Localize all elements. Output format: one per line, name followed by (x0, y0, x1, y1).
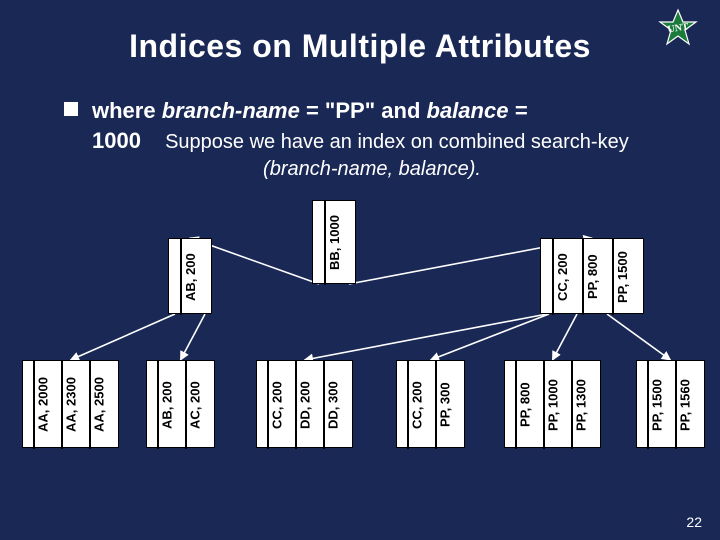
tree-key: PP, 800 (583, 239, 601, 315)
tree-key: PP, 1500 (613, 239, 631, 315)
bullet-line3: (branch-name, balance). (64, 156, 680, 183)
tree-key: PP, 1300 (572, 361, 589, 449)
tree-key: CC, 200 (408, 361, 425, 449)
tree-key: AA, 2000 (34, 361, 51, 449)
tree-node: AB, 200 AC, 200 (146, 360, 215, 448)
tree-key: PP, 1500 (648, 361, 665, 449)
tree-node: AA, 2000 AA, 2300 AA, 2500 (22, 360, 119, 448)
tree-key: AA, 2500 (90, 361, 107, 449)
tree-key: DD, 300 (324, 361, 341, 449)
tree-node: AB, 200 (168, 238, 212, 314)
tree-node: CC, 200 PP, 300 (396, 360, 465, 448)
tree-key: CC, 200 (268, 361, 285, 449)
bullet-text: where branch-name = "PP" and balance = 1… (64, 96, 680, 183)
tree-key: CC, 200 (553, 239, 571, 315)
bullet-eq1: = "PP" (300, 98, 381, 123)
bullet-line2: Suppose we have an index on combined sea… (165, 131, 629, 153)
tree-key: BB, 1000 (325, 201, 343, 285)
bullet-and: and (381, 98, 426, 123)
tree-key: AB, 200 (158, 361, 175, 449)
tree-node: PP, 1500 PP, 1560 (636, 360, 705, 448)
bullet-balance: balance = (427, 98, 528, 123)
bullet-branch: branch-name (162, 98, 300, 123)
bullet-value: 1000 (92, 128, 141, 153)
tree-key: DD, 200 (296, 361, 313, 449)
tree-key: PP, 1560 (676, 361, 693, 449)
tree-node: CC, 200 PP, 800 PP, 1500 (540, 238, 644, 314)
btree-diagram: BB, 1000 AB, 200 CC, 200 PP, 800 PP, 1500 AA,… (0, 200, 720, 500)
tree-key: PP, 300 (436, 361, 453, 449)
page-title: Indices on Multiple Attributes (0, 28, 720, 65)
tree-key: PP, 800 (516, 361, 533, 449)
tree-node: CC, 200 DD, 200 DD, 300 (256, 360, 353, 448)
tree-key: AC, 200 (186, 361, 203, 449)
tree-node: BB, 1000 (312, 200, 356, 284)
bullet-icon (64, 102, 78, 116)
tree-key: AB, 200 (181, 239, 199, 315)
tree-key: PP, 1000 (544, 361, 561, 449)
tree-key: AA, 2300 (62, 361, 79, 449)
tree-node: PP, 800 PP, 1000 PP, 1300 (504, 360, 601, 448)
bullet-prefix: where (92, 98, 162, 123)
page-number: 22 (686, 514, 702, 530)
